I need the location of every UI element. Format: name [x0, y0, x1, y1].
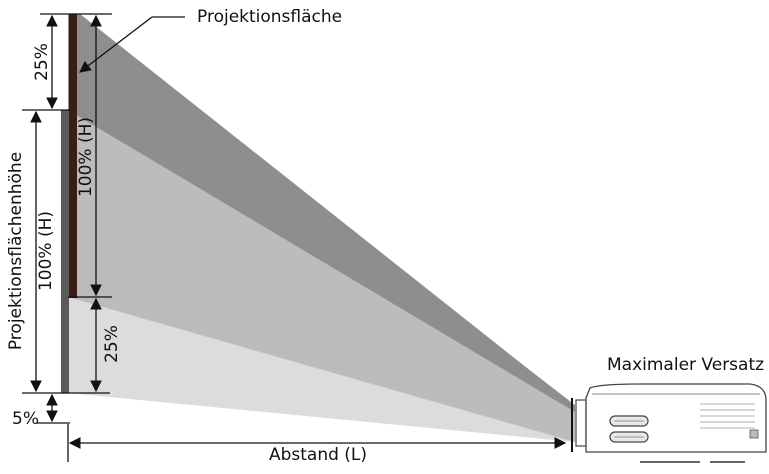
- label-distance: Abstand (L): [269, 445, 367, 465]
- label-max-offset: Maximaler Versatz: [607, 355, 764, 375]
- beam-dark-overlap: [68, 14, 575, 412]
- beam-mid: [68, 110, 575, 442]
- label-height-100-right: 100% (H): [76, 117, 96, 197]
- label-height-100-left: 100% (H): [36, 211, 56, 291]
- label-offset-25-bottom: 25%: [102, 325, 122, 363]
- label-surface-height: Projektionsflächenhöhe: [6, 152, 26, 350]
- label-projection-surface: Projektionsfläche: [197, 7, 342, 27]
- projection-screen-lower: [61, 110, 69, 393]
- leader-arrow: [79, 16, 153, 73]
- label-offset-25-top: 25%: [32, 43, 52, 81]
- projector-icon: [571, 383, 767, 463]
- label-offset-5: 5%: [12, 409, 39, 429]
- projection-screen-upper: [69, 14, 77, 298]
